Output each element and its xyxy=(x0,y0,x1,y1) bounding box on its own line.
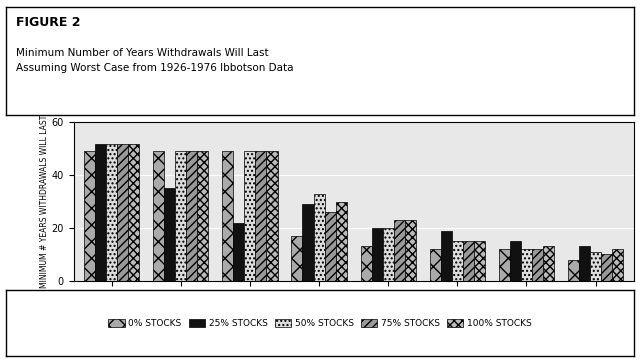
Bar xyxy=(463,241,474,281)
Bar xyxy=(590,252,601,281)
Bar xyxy=(164,188,175,281)
Bar xyxy=(429,249,441,281)
Bar xyxy=(314,194,324,281)
Bar xyxy=(222,152,234,281)
Bar xyxy=(303,204,314,281)
Text: FIGURE 2: FIGURE 2 xyxy=(16,16,80,29)
Bar xyxy=(266,152,278,281)
Bar xyxy=(474,241,485,281)
Bar xyxy=(383,228,394,281)
Bar xyxy=(510,241,521,281)
Bar xyxy=(601,255,612,281)
Bar xyxy=(255,152,266,281)
Bar xyxy=(153,152,164,281)
Bar xyxy=(543,247,554,281)
Bar xyxy=(360,247,372,281)
Bar xyxy=(452,241,463,281)
Bar xyxy=(394,220,404,281)
Bar xyxy=(197,152,209,281)
Legend: 0% STOCKS, 25% STOCKS, 50% STOCKS, 75% STOCKS, 100% STOCKS: 0% STOCKS, 25% STOCKS, 50% STOCKS, 75% S… xyxy=(105,315,535,331)
Bar xyxy=(234,223,244,281)
Bar xyxy=(579,247,590,281)
Bar xyxy=(521,249,532,281)
Bar xyxy=(175,152,186,281)
Bar xyxy=(84,152,95,281)
Bar xyxy=(117,144,128,281)
Bar xyxy=(372,228,383,281)
Bar xyxy=(404,220,416,281)
Bar xyxy=(335,202,347,281)
Bar xyxy=(128,144,140,281)
X-axis label: FIRST-YEAR WITHDRAWAL AS % OF STARTING PORTFOLIO VALUE: FIRST-YEAR WITHDRAWAL AS % OF STARTING P… xyxy=(220,303,488,312)
Bar xyxy=(612,249,623,281)
Bar xyxy=(568,260,579,281)
Bar xyxy=(106,144,117,281)
Bar xyxy=(532,249,543,281)
Bar xyxy=(291,236,303,281)
Bar xyxy=(324,212,335,281)
Bar xyxy=(499,249,510,281)
Y-axis label: MINIMUM # YEARS WITHDRAWALS WILL LAST: MINIMUM # YEARS WITHDRAWALS WILL LAST xyxy=(40,115,49,288)
Text: Minimum Number of Years Withdrawals Will Last
Assuming Worst Case from 1926-1976: Minimum Number of Years Withdrawals Will… xyxy=(16,48,293,73)
Bar xyxy=(95,144,106,281)
Bar xyxy=(244,152,255,281)
Bar xyxy=(186,152,197,281)
Bar xyxy=(441,231,452,281)
